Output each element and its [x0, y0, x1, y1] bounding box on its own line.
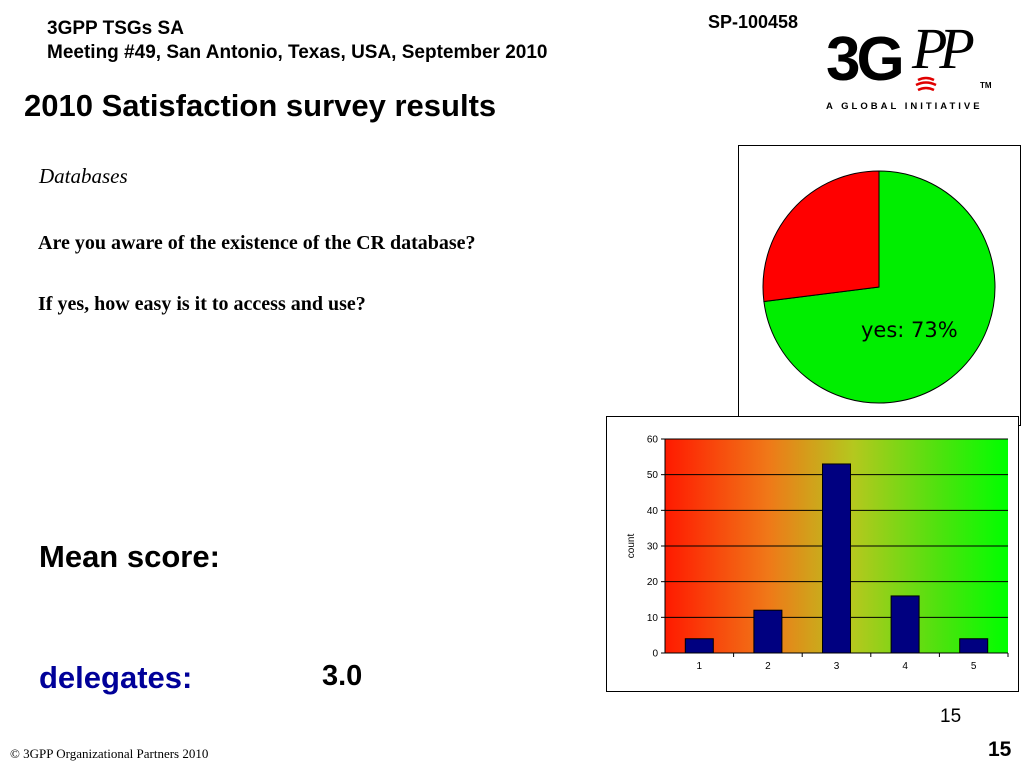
y-tick-label: 50: [647, 470, 659, 481]
svg-text:PP: PP: [911, 16, 973, 81]
pie-chart: yes: 73%: [762, 170, 996, 404]
3gpp-logo: 3G PP TM A GLOBAL INITIATIVE: [826, 16, 992, 112]
y-tick-label: 60: [647, 435, 659, 446]
small-page-number: 15: [940, 706, 962, 727]
question-1: Are you aware of the existence of the CR…: [38, 232, 476, 254]
bar-1: [684, 638, 714, 654]
question-2: If yes, how easy is it to access and use…: [38, 293, 366, 315]
pie-slice-no: [762, 170, 880, 303]
y-tick-label: 10: [647, 613, 659, 624]
delegates-label: delegates:: [39, 660, 193, 695]
bar-chart: 0 10 20 30 40 50 60 1 2 3 4 5 count: [626, 435, 1009, 672]
bar-chart-frame: 0 10 20 30 40 50 60 1 2 3 4 5 count: [606, 416, 1019, 692]
mean-score-label: Mean score:: [39, 539, 220, 574]
bar-4: [890, 595, 920, 654]
svg-text:A GLOBAL INITIATIVE: A GLOBAL INITIATIVE: [826, 101, 983, 112]
y-tick-label: 40: [647, 506, 659, 517]
y-tick-label: 30: [647, 542, 659, 553]
svg-text:TM: TM: [980, 81, 992, 90]
y-axis-label: count: [626, 534, 637, 559]
x-tick-label: 2: [765, 661, 771, 672]
x-tick-label: 3: [834, 661, 840, 672]
y-tick-label: 0: [652, 649, 658, 660]
x-tick-label: 5: [971, 661, 977, 672]
y-tick-label: 20: [647, 577, 659, 588]
bar-5: [959, 638, 989, 654]
pie-chart-frame: yes: 73%: [738, 145, 1021, 426]
slide-title: 2010 Satisfaction survey results: [24, 88, 497, 123]
bar-3: [822, 463, 851, 654]
slide-subtitle: Databases: [39, 164, 128, 188]
pie-annotation: yes: 73%: [861, 318, 958, 342]
copyright-footer: © 3GPP Organizational Partners 2010: [10, 746, 209, 761]
bar-2: [753, 609, 783, 654]
x-tick-label: 4: [902, 661, 908, 672]
header-organization: 3GPP TSGs SA: [47, 18, 184, 39]
delegates-score: 3.0: [322, 660, 363, 692]
svg-text:3G: 3G: [826, 25, 901, 94]
document-number: SP-100458: [708, 12, 799, 32]
header-meeting: Meeting #49, San Antonio, Texas, USA, Se…: [47, 42, 548, 63]
x-tick-label: 1: [697, 661, 703, 672]
slide-number: 15: [988, 738, 1012, 761]
